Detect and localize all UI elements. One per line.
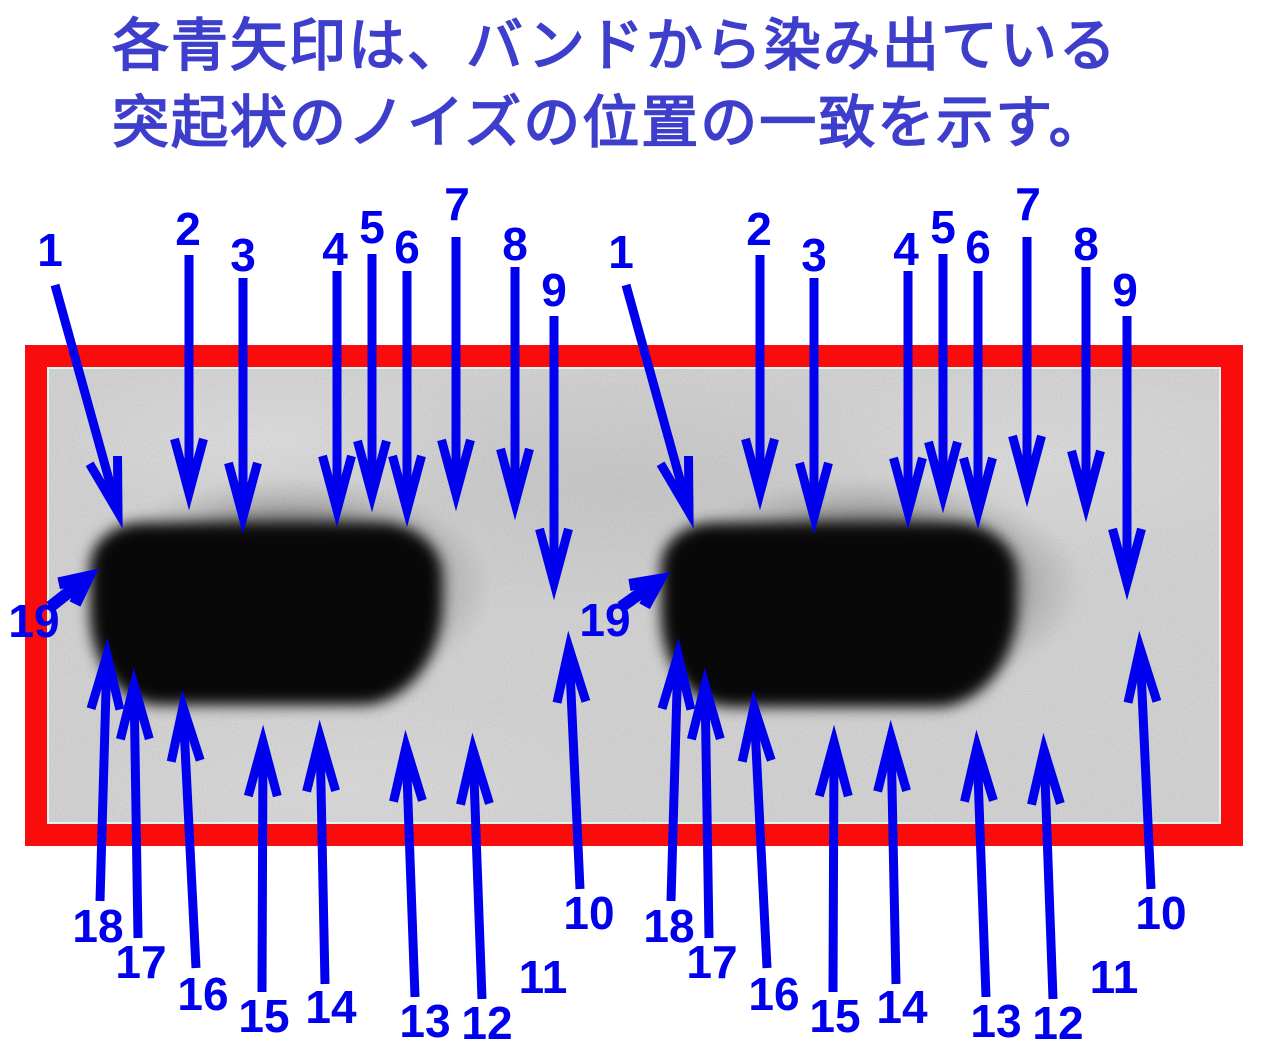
arrow-label-left-13: 13 <box>399 995 451 1045</box>
figure-caption: 各青矢印は、バンドから染み出ている 突起状のノイズの位置の一致を示す。 <box>112 8 1118 162</box>
arrow-label-right-2: 2 <box>746 203 772 255</box>
arrow-label-right-6: 6 <box>965 221 991 273</box>
arrow-label-right-12: 12 <box>1032 997 1084 1045</box>
arrow-label-left-1: 1 <box>37 224 63 276</box>
arrow-label-left-8: 8 <box>502 218 528 270</box>
arrow-label-right-4: 4 <box>893 223 919 275</box>
arrow-label-right-3: 3 <box>801 229 827 281</box>
arrow-label-left-6: 6 <box>394 221 420 273</box>
caption-line-2: 突起状のノイズの位置の一致を示す。 <box>112 91 1108 155</box>
arrow-label-left-12: 12 <box>461 997 513 1045</box>
arrow-label-left-5: 5 <box>359 201 385 253</box>
blot-scan-area <box>47 367 1221 824</box>
arrow-label-left-11: 11 <box>518 951 568 1003</box>
arrow-label-right-10: 10 <box>1135 887 1187 939</box>
arrow-label-right-17: 17 <box>686 936 738 988</box>
arrow-label-right-15: 15 <box>809 990 861 1042</box>
arrow-label-right-14: 14 <box>876 981 928 1033</box>
arrow-label-right-16: 16 <box>748 968 800 1020</box>
arrow-label-left-18: 18 <box>72 900 124 952</box>
arrow-label-right-13: 13 <box>970 995 1022 1045</box>
blot-band-left <box>90 523 442 705</box>
blot-band-right <box>661 523 1017 707</box>
arrow-label-right-18: 18 <box>643 900 695 952</box>
arrow-label-left-17: 17 <box>115 936 167 988</box>
arrow-label-left-14: 14 <box>305 981 357 1033</box>
arrow-label-right-11: 11 <box>1089 951 1139 1003</box>
arrow-label-left-3: 3 <box>230 229 256 281</box>
arrow-label-right-7: 7 <box>1015 178 1041 230</box>
arrow-label-right-5: 5 <box>930 201 956 253</box>
arrow-label-left-7: 7 <box>444 178 470 230</box>
arrow-label-left-4: 4 <box>322 223 348 275</box>
arrow-label-left-10: 10 <box>563 887 615 939</box>
arrow-label-right-8: 8 <box>1073 218 1099 270</box>
arrow-label-left-15: 15 <box>238 990 290 1042</box>
arrow-label-left-9: 9 <box>541 264 567 316</box>
arrow-label-right-1: 1 <box>608 226 634 278</box>
arrow-label-right-9: 9 <box>1112 264 1138 316</box>
arrow-label-left-2: 2 <box>175 203 201 255</box>
red-highlight-frame <box>25 345 1243 846</box>
arrow-label-left-16: 16 <box>177 968 229 1020</box>
caption-line-1: 各青矢印は、バンドから染み出ている <box>112 14 1118 78</box>
